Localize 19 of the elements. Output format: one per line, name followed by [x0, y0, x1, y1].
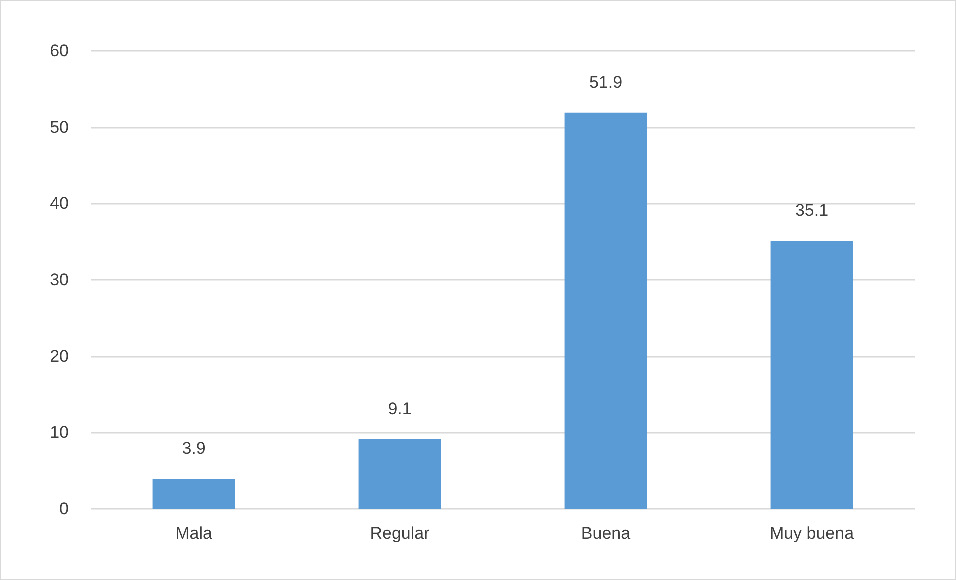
data-label: 9.1 [388, 400, 412, 419]
x-tick-label: Regular [370, 524, 430, 543]
y-tick-label: 0 [60, 500, 69, 518]
x-tick-label: Mala [176, 524, 213, 543]
y-tick-label: 50 [50, 118, 69, 137]
y-tick-label: 10 [50, 423, 69, 442]
bar [770, 241, 854, 509]
y-tick-label: 30 [50, 270, 69, 290]
y-tick-label: 40 [50, 194, 69, 214]
bar [152, 479, 236, 509]
bar [564, 112, 648, 509]
data-label: 3.9 [182, 439, 206, 458]
y-tick-label: 60 [50, 42, 69, 60]
data-label: 35.1 [795, 201, 829, 220]
x-tick-label: Buena [581, 524, 632, 543]
data-label: 51.9 [589, 72, 623, 92]
bar [358, 440, 442, 509]
x-tick-label: Muy buena [770, 524, 855, 543]
y-tick-label: 20 [50, 346, 69, 366]
